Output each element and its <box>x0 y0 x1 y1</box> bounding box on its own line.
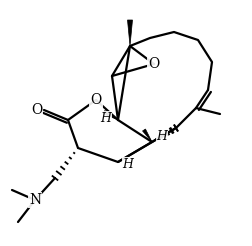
Text: O: O <box>31 103 42 117</box>
Text: H: H <box>156 129 167 142</box>
Text: H: H <box>101 111 111 124</box>
Polygon shape <box>143 129 152 142</box>
Text: O: O <box>90 93 102 107</box>
Polygon shape <box>128 20 133 46</box>
Text: O: O <box>148 57 160 71</box>
Text: H: H <box>122 157 134 170</box>
Text: N: N <box>29 193 41 207</box>
Polygon shape <box>103 110 118 120</box>
